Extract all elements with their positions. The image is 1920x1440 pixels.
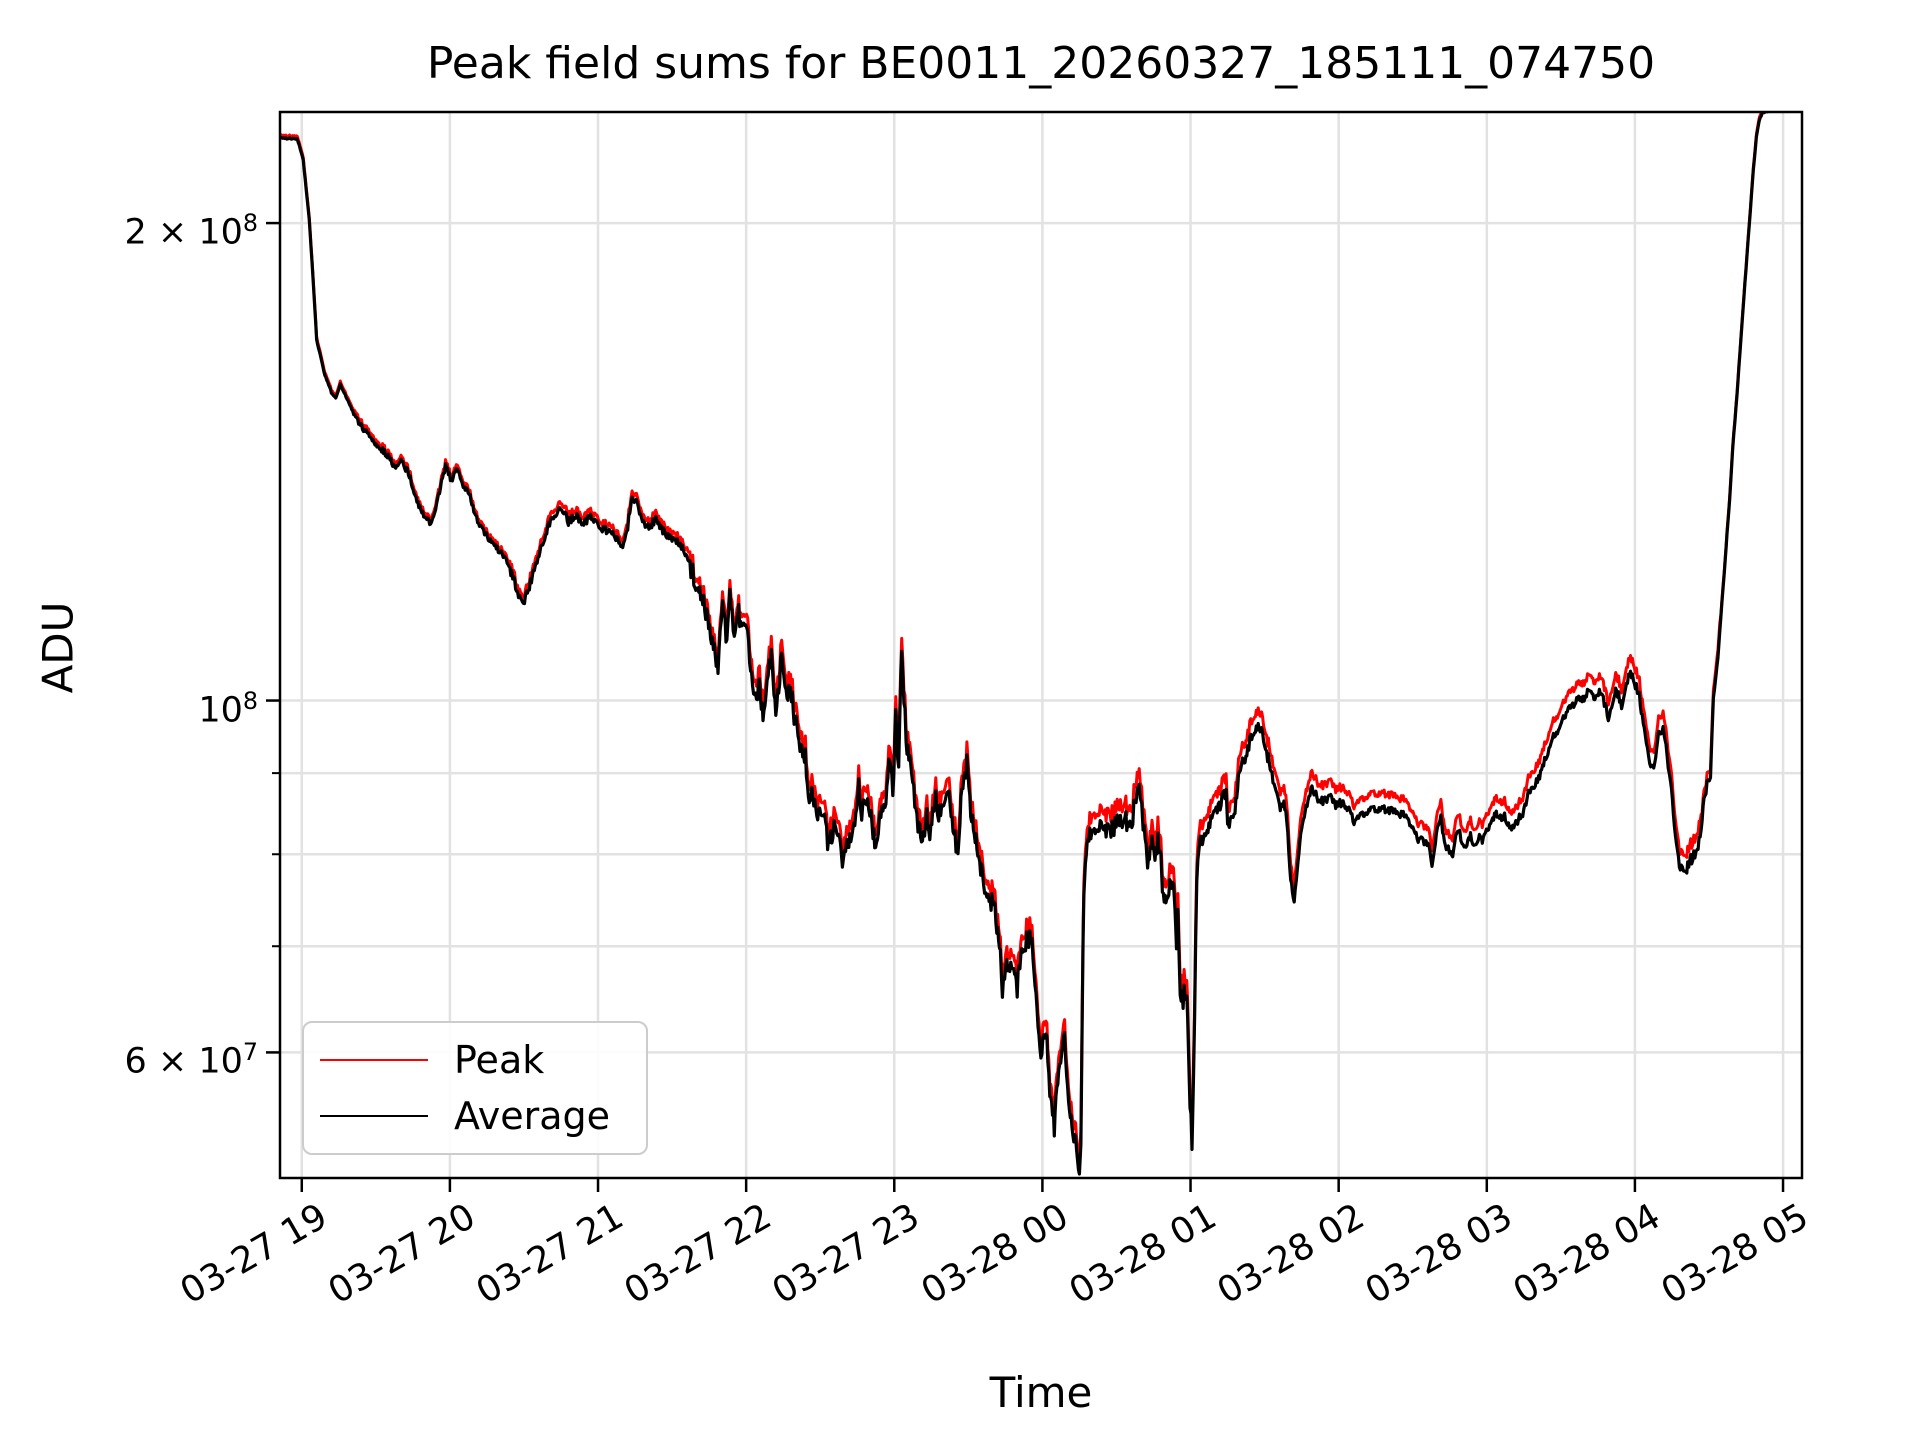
y-tick-label: 2 × 108 <box>124 209 258 253</box>
chart-title: Peak field sums for BE0011_20260327_1851… <box>426 38 1656 89</box>
average-line <box>280 112 1793 1176</box>
legend-entry-average: Average <box>320 1094 646 1138</box>
x-axis-label: Time <box>989 1368 1093 1417</box>
legend: Peak Average <box>302 1021 648 1155</box>
peak-line-sample <box>320 1058 428 1061</box>
legend-label-peak: Peak <box>454 1037 545 1082</box>
legend-entry-peak: Peak <box>320 1038 646 1082</box>
axes-spines <box>278 110 1804 1180</box>
y-tick-label: 6 × 107 <box>124 1038 258 1083</box>
y-tick-label: 108 <box>198 686 258 731</box>
peak-line <box>280 112 1764 1163</box>
legend-label-average: Average <box>454 1094 611 1139</box>
average-line-sample <box>320 1115 428 1118</box>
